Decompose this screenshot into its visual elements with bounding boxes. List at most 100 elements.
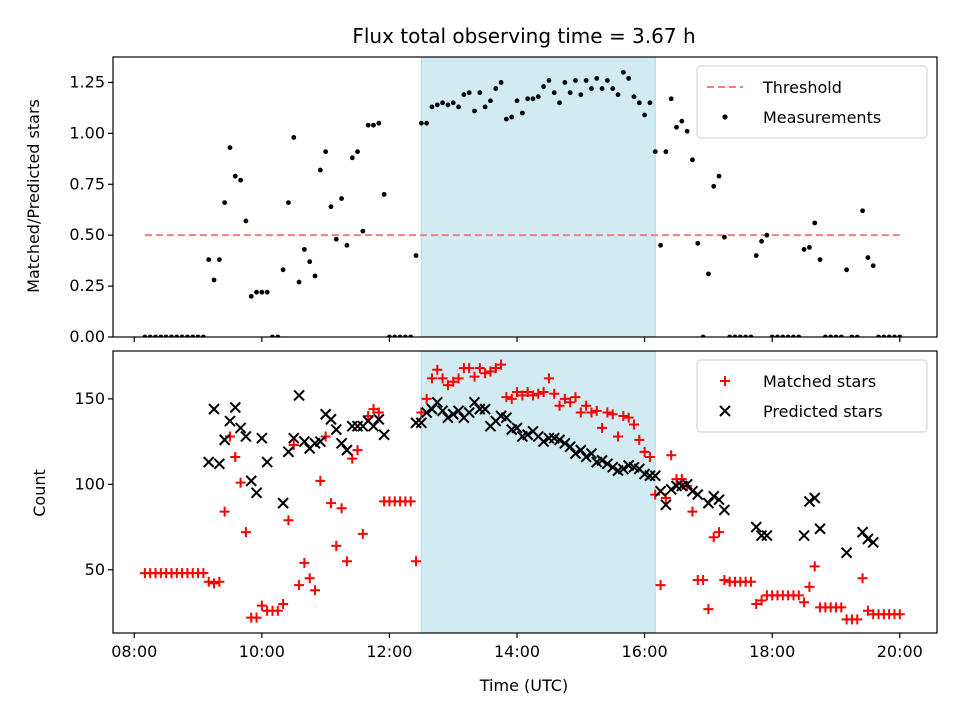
matched-stars-point	[432, 364, 443, 375]
top-observing-span	[420, 56, 656, 338]
matched-stars-point	[623, 412, 634, 423]
matched-stars-point	[421, 393, 432, 404]
measurements-point	[206, 257, 212, 263]
bottom-y-tick-label: 100	[74, 474, 105, 493]
legend-swatch-predicted-stars	[719, 405, 731, 417]
matched-stars-point	[607, 409, 618, 420]
matched-stars-point	[485, 366, 496, 377]
predicted-stars-point	[245, 475, 257, 487]
matched-stars-point	[586, 407, 597, 418]
predicted-stars-point	[378, 429, 390, 441]
predicted-stars-point	[521, 429, 534, 441]
predicted-stars-point	[426, 403, 438, 415]
matched-stars-point	[650, 489, 661, 500]
predicted-stars-point	[229, 401, 241, 414]
predicted-stars-point	[325, 413, 337, 426]
predicted-stars-point	[569, 447, 582, 460]
top-y-tick-label: 0.50	[69, 225, 105, 244]
matched-stars-point	[602, 407, 613, 418]
measurements-point	[801, 247, 807, 252]
matched-stars-point	[804, 581, 815, 592]
matched-stars-point	[639, 446, 650, 457]
matched-stars-point	[506, 393, 517, 404]
predicted-stars-point	[208, 403, 220, 415]
measurements-point	[227, 145, 233, 151]
predicted-stars-point	[234, 422, 247, 434]
matched-stars-point	[538, 387, 549, 398]
matched-stars-point	[687, 506, 698, 517]
matched-stars-point	[512, 387, 523, 398]
matched-stars-point	[719, 575, 730, 586]
matched-stars-point	[278, 598, 289, 609]
measurements-point	[620, 69, 626, 75]
predicted-stars-point	[803, 495, 816, 508]
matched-stars-point	[496, 359, 507, 370]
predicted-stars-point	[649, 470, 661, 482]
predicted-stars-point	[341, 444, 353, 456]
matched-stars-point	[522, 387, 533, 398]
measurements-point	[615, 92, 621, 98]
matched-stars-point	[214, 576, 225, 587]
measurements-point	[567, 90, 573, 96]
predicted-stars-point	[420, 406, 433, 419]
measurements-point	[371, 122, 376, 128]
matched-stars-point	[591, 405, 602, 416]
legend-label-matched-stars: Matched stars	[763, 372, 876, 391]
predicted-stars-point	[559, 437, 571, 449]
matched-stars-point	[676, 474, 687, 485]
predicted-stars-point	[224, 415, 236, 427]
predicted-stars-point	[367, 420, 380, 432]
matched-stars-point	[235, 477, 246, 488]
measurements-point	[764, 232, 770, 238]
matched-stars-point	[373, 407, 384, 418]
matched-stars-point	[283, 515, 294, 526]
measurements-point	[562, 80, 568, 85]
matched-stars-point	[501, 392, 512, 403]
matched-stars-point	[543, 373, 554, 384]
matched-stars-point	[862, 605, 873, 616]
measurements-point	[679, 118, 685, 124]
measurements-point	[546, 78, 552, 83]
predicted-stars-point	[463, 406, 475, 419]
measurements-point	[594, 75, 600, 81]
measurements-point	[647, 100, 653, 106]
matched-stars-point	[628, 419, 639, 430]
measurements-point	[259, 289, 265, 295]
predicted-stars-point	[335, 437, 348, 449]
measurements-point	[498, 80, 504, 85]
matched-stars-point	[682, 481, 693, 492]
top-legend-box	[696, 65, 928, 139]
measurements-point	[535, 94, 541, 100]
measurements-point	[589, 86, 594, 91]
measurements-point	[216, 257, 222, 263]
predicted-stars-point	[596, 454, 608, 467]
measurements-point	[610, 86, 616, 91]
predicted-stars-point	[692, 488, 704, 501]
measurements-point	[695, 240, 701, 246]
matched-stars-point	[660, 492, 671, 503]
measurements-point	[658, 242, 663, 248]
matched-stars-point	[703, 604, 714, 615]
matched-stars-point	[894, 609, 905, 620]
measurements-point	[514, 98, 520, 104]
predicted-stars-point	[256, 432, 268, 444]
measurements-point	[445, 102, 451, 108]
predicted-stars-point	[431, 396, 443, 408]
matched-stars-point	[554, 400, 565, 411]
predicted-stars-point	[447, 408, 459, 420]
predicted-stars-point	[415, 417, 428, 429]
predicted-stars-point	[442, 411, 454, 424]
measurements-point	[376, 120, 382, 126]
matched-stars-point	[325, 498, 336, 509]
measurements-point	[844, 267, 850, 273]
measurements-point	[222, 200, 228, 206]
measurements-point	[296, 279, 302, 285]
matched-stars-point	[852, 614, 863, 625]
chart-title: Flux total observing time = 3.67 h	[352, 24, 695, 48]
measurements-point	[360, 228, 366, 234]
matched-stars-point	[559, 393, 570, 404]
measurements-point	[716, 173, 722, 179]
matched-stars-point	[527, 390, 538, 401]
matched-stars-point	[357, 528, 368, 539]
